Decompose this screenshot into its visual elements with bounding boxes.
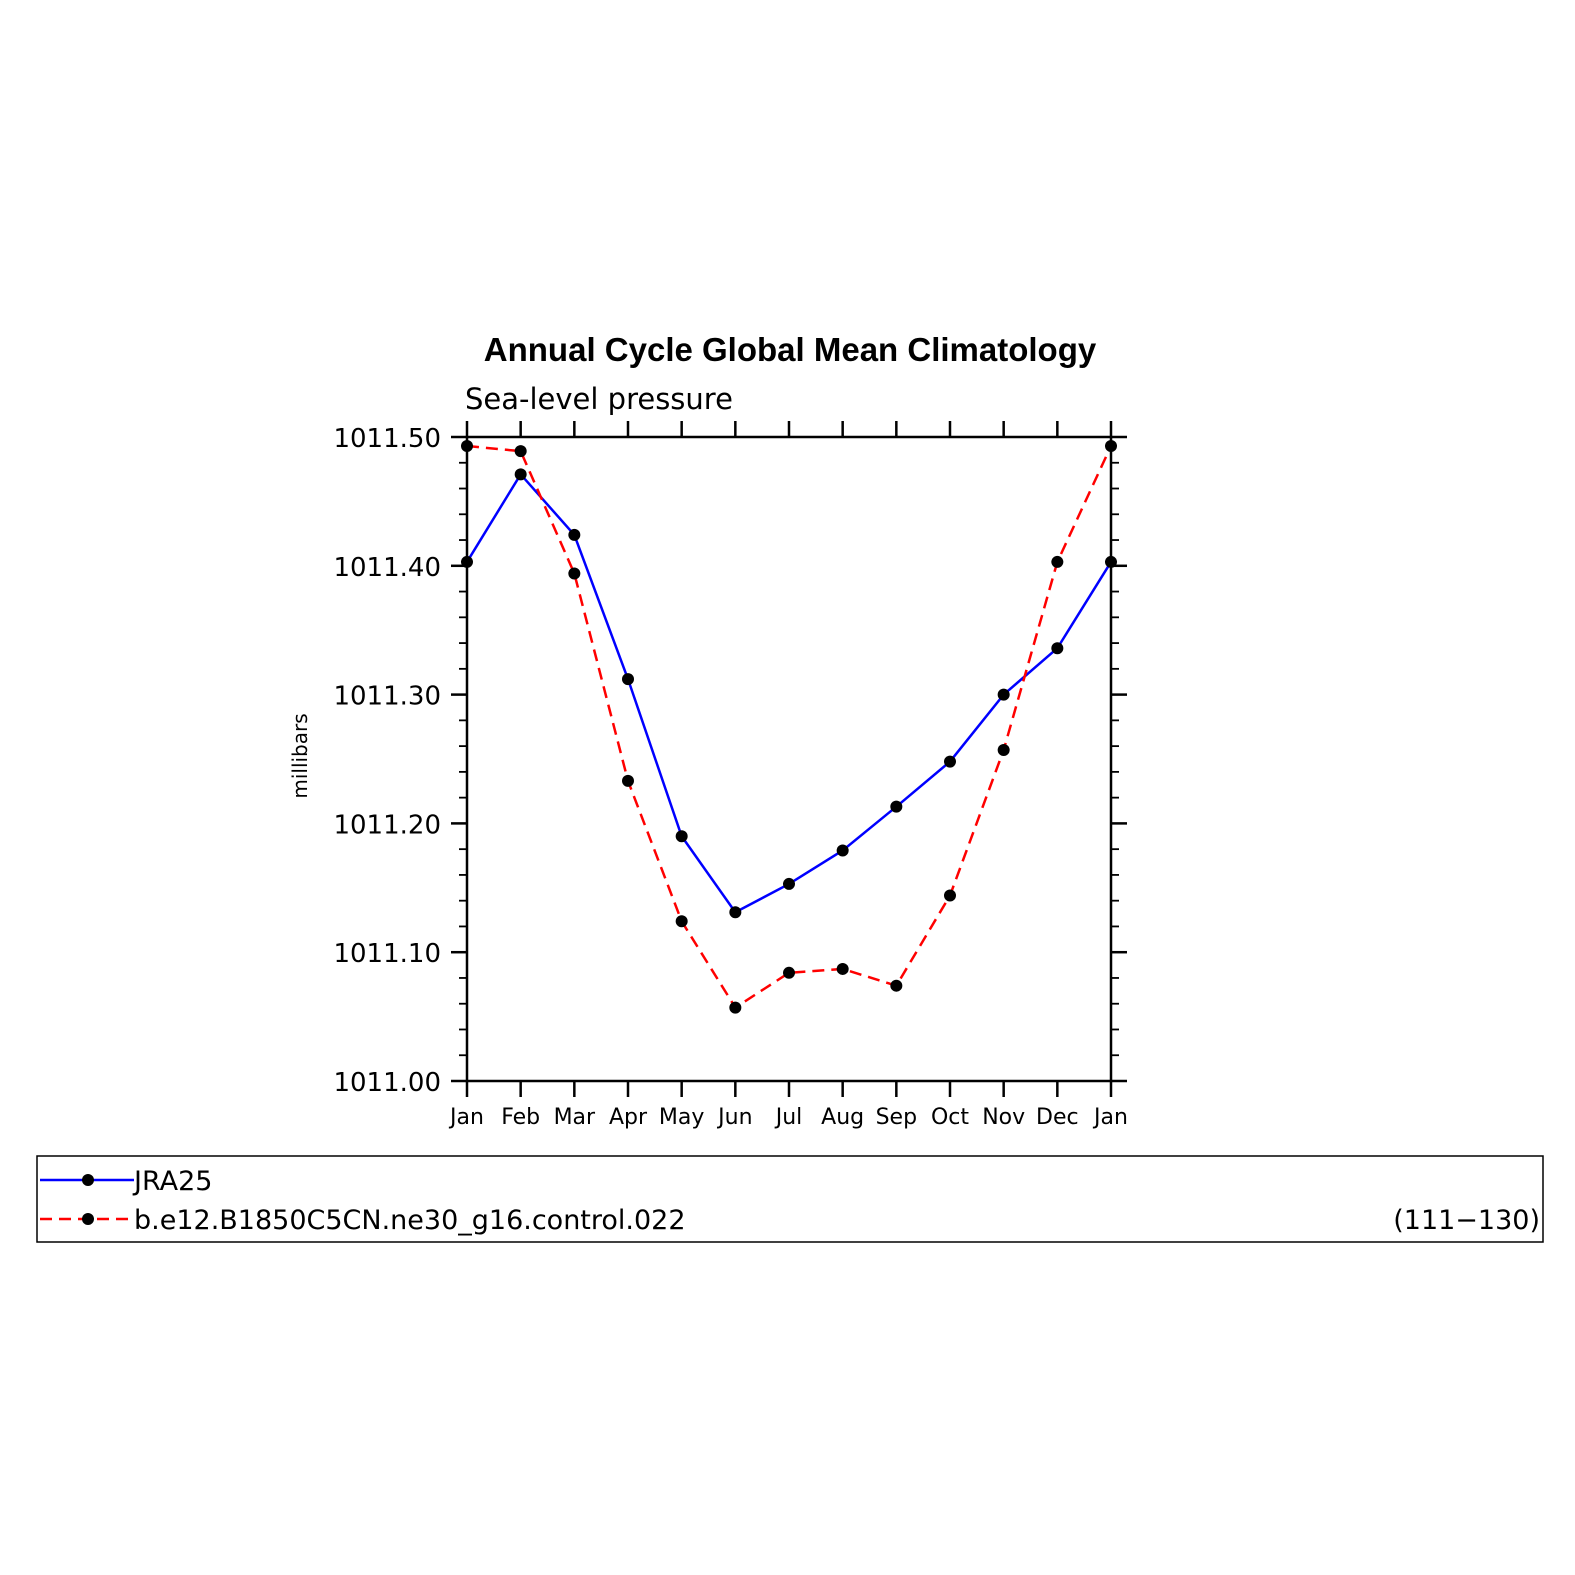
data-point-series-1 — [783, 966, 795, 979]
x-tick-label: Jan — [1092, 1105, 1128, 1130]
data-point-series-1 — [997, 743, 1010, 756]
legend-entry-jra25: JRA25 — [40, 1166, 212, 1197]
legend-label-model: b.e12.B1850C5CN.ne30_g16.control.022 — [134, 1205, 686, 1236]
plot-frame — [465, 435, 1113, 1083]
data-point-series-0 — [890, 800, 903, 813]
y-tick-label: 1011.00 — [333, 1068, 441, 1098]
x-tick-label: Jul — [774, 1105, 803, 1130]
x-tick-label: May — [659, 1105, 704, 1130]
legend-box — [36, 1155, 1544, 1243]
y-tick-label: 1011.40 — [333, 553, 441, 583]
series-markers — [461, 440, 1117, 1014]
x-tick-label: Jan — [448, 1105, 484, 1130]
y-tick-label: 1011.50 — [333, 424, 441, 454]
series-lines — [465, 444, 1113, 1010]
x-tick-label: Apr — [609, 1105, 648, 1130]
y-tick-label: 1011.30 — [333, 682, 441, 712]
series-line-1 — [466, 444, 1113, 1010]
x-tick-label: Dec — [1036, 1105, 1079, 1130]
legend-entry-model: b.e12.B1850C5CN.ne30_g16.control.022 (11… — [40, 1205, 1540, 1236]
chart-subtitle: Sea-level pressure — [465, 382, 733, 416]
data-point-series-0 — [729, 906, 742, 919]
x-tick-label: Aug — [821, 1105, 864, 1130]
chart-title: Annual Cycle Global Mean Climatology — [484, 331, 1097, 368]
data-point-series-1 — [622, 774, 634, 787]
data-point-series-0 — [568, 528, 581, 541]
y-axis-label: millibars — [288, 713, 312, 798]
data-point-series-0 — [1105, 555, 1117, 568]
data-point-series-0 — [944, 755, 956, 768]
legend-years-model: (111−130) — [1393, 1205, 1540, 1236]
x-tick-label: Jun — [716, 1105, 752, 1130]
legend-label-jra25: JRA25 — [132, 1166, 212, 1197]
data-point-series-0 — [997, 688, 1010, 701]
legend-marker-jra25 — [82, 1174, 94, 1186]
y-tick-labels: 1011.00 1011.10 1011.20 1011.30 1011.40 1011.… — [333, 424, 441, 1098]
axis-ticks — [451, 421, 1127, 1097]
x-tick-label: Sep — [876, 1105, 917, 1130]
data-point-series-1 — [675, 915, 688, 928]
legend-marker-model — [82, 1213, 94, 1225]
data-point-series-1 — [461, 440, 473, 453]
x-tick-label: Mar — [554, 1105, 596, 1130]
data-point-series-1 — [836, 962, 849, 975]
data-point-series-1 — [729, 1001, 742, 1014]
y-tick-label: 1011.10 — [333, 939, 441, 969]
data-point-series-0 — [1051, 642, 1064, 655]
x-tick-label: Feb — [501, 1105, 540, 1130]
data-point-series-1 — [1051, 555, 1064, 568]
data-point-series-0 — [514, 468, 527, 481]
data-point-series-0 — [622, 673, 634, 686]
x-tick-label: Oct — [931, 1105, 969, 1130]
data-point-series-1 — [514, 445, 527, 458]
data-point-series-0 — [675, 830, 688, 843]
data-point-series-0 — [461, 555, 473, 568]
data-point-series-0 — [836, 844, 849, 857]
x-tick-label: Nov — [982, 1105, 1025, 1130]
data-point-series-0 — [783, 877, 795, 890]
data-point-series-1 — [944, 889, 956, 902]
series-line-0 — [465, 472, 1113, 914]
data-point-series-1 — [890, 979, 903, 992]
y-tick-label: 1011.20 — [333, 810, 441, 840]
data-point-series-1 — [568, 567, 581, 580]
x-tick-labels: Jan Feb Mar Apr May Jun Jul Aug Sep Oct Nov Dec Jan — [448, 1105, 1128, 1130]
data-point-series-1 — [1105, 440, 1117, 453]
